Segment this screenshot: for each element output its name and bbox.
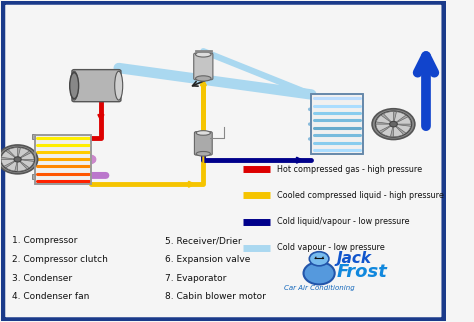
Circle shape [303, 262, 335, 284]
Text: 8. Cabin blower motor: 8. Cabin blower motor [165, 292, 266, 301]
Text: Cold vapour - low pressure: Cold vapour - low pressure [277, 243, 384, 252]
Text: 5. Receiver/Drier: 5. Receiver/Drier [165, 236, 242, 245]
Circle shape [372, 109, 415, 139]
Ellipse shape [196, 52, 211, 57]
Text: Jack: Jack [337, 251, 372, 266]
Circle shape [14, 157, 21, 162]
Ellipse shape [196, 76, 211, 81]
Circle shape [375, 111, 411, 137]
Wedge shape [393, 112, 406, 124]
Text: Cooled compressed liquid - high pressure: Cooled compressed liquid - high pressure [277, 191, 444, 200]
Wedge shape [381, 124, 393, 137]
FancyBboxPatch shape [194, 53, 213, 80]
FancyBboxPatch shape [194, 132, 212, 155]
Text: 1. Compressor: 1. Compressor [12, 236, 77, 245]
Wedge shape [18, 159, 27, 171]
Wedge shape [376, 115, 393, 124]
FancyBboxPatch shape [72, 70, 121, 102]
FancyBboxPatch shape [35, 135, 91, 184]
Ellipse shape [196, 131, 210, 135]
Text: Hot compressed gas - high pressure: Hot compressed gas - high pressure [277, 165, 422, 174]
Text: 2. Compressor clutch: 2. Compressor clutch [12, 255, 108, 264]
FancyBboxPatch shape [2, 2, 444, 320]
Wedge shape [383, 111, 393, 124]
Wedge shape [18, 153, 34, 159]
FancyBboxPatch shape [32, 134, 35, 139]
Text: Frost: Frost [337, 263, 388, 280]
Wedge shape [6, 159, 18, 171]
Ellipse shape [70, 71, 78, 100]
Wedge shape [8, 147, 18, 159]
FancyBboxPatch shape [311, 94, 363, 154]
FancyBboxPatch shape [32, 174, 35, 179]
Wedge shape [18, 148, 29, 159]
Text: 6. Expansion valve: 6. Expansion valve [165, 255, 251, 264]
Ellipse shape [115, 71, 123, 100]
Wedge shape [393, 124, 411, 133]
Text: 3. Condenser: 3. Condenser [12, 273, 72, 282]
Wedge shape [393, 124, 403, 137]
Wedge shape [18, 159, 34, 168]
Circle shape [310, 252, 329, 266]
Circle shape [390, 121, 397, 127]
Text: Car Air Conditioning: Car Air Conditioning [284, 285, 355, 291]
Text: 7. Evaporator: 7. Evaporator [165, 273, 227, 282]
Ellipse shape [70, 73, 79, 99]
Wedge shape [393, 117, 411, 124]
Text: Cold liquid/vapour - low pressure: Cold liquid/vapour - low pressure [277, 217, 409, 226]
Circle shape [0, 145, 37, 174]
Circle shape [0, 147, 35, 172]
Wedge shape [1, 151, 18, 159]
Wedge shape [1, 159, 18, 166]
Ellipse shape [196, 151, 210, 156]
Wedge shape [376, 124, 393, 131]
Text: 4. Condenser fan: 4. Condenser fan [12, 292, 89, 301]
